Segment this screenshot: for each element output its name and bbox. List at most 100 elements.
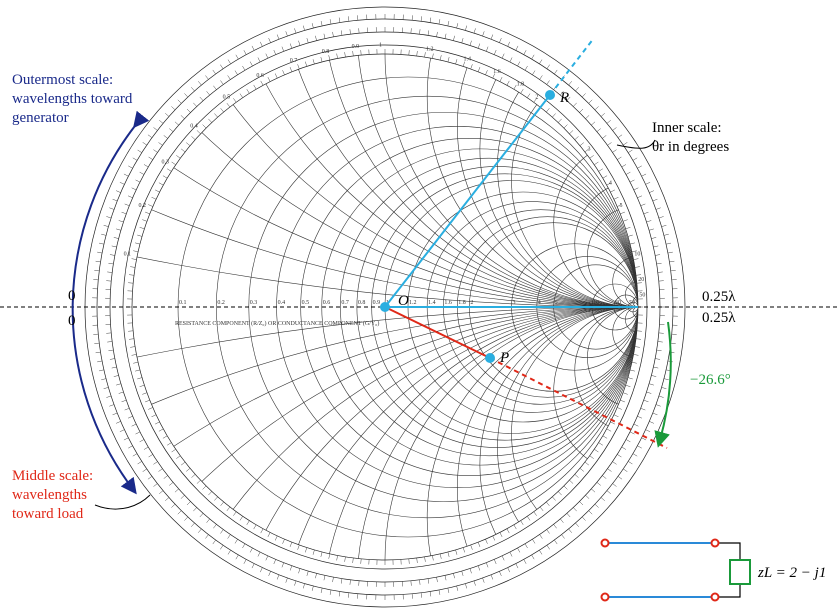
scale-tick	[515, 563, 519, 569]
reactance-arc	[132, 306, 638, 560]
generator-arrow	[71, 110, 150, 495]
scale-tick	[349, 29, 351, 35]
scale-tick	[139, 227, 145, 230]
scale-tick	[131, 258, 137, 260]
scale-tick	[524, 65, 528, 71]
scale-tick	[585, 115, 590, 119]
scale-tick	[455, 549, 458, 555]
reactance-arc	[456, 54, 638, 308]
scale-tick	[625, 171, 631, 175]
scale-tick	[109, 207, 115, 210]
scale-tick	[493, 559, 497, 565]
scale-tick	[148, 407, 153, 410]
scale-tick	[558, 491, 562, 496]
scale-tick	[507, 41, 510, 47]
scale-tick	[143, 164, 149, 168]
scale-tick	[661, 387, 667, 389]
scale-tick	[167, 442, 172, 446]
scale-tick	[617, 407, 622, 410]
resistance-label: 2	[470, 300, 473, 306]
scale-tick	[332, 577, 334, 583]
scale-tick	[427, 30, 430, 36]
scale-tick	[282, 70, 285, 75]
resistance-circle	[300, 138, 638, 476]
label-left-top: 0	[68, 288, 76, 304]
scale-tick	[123, 437, 129, 441]
scale-tick	[142, 219, 148, 222]
scale-tick	[227, 59, 231, 64]
scale-tick	[420, 592, 422, 598]
scale-tick	[143, 446, 149, 450]
scale-tick	[285, 577, 288, 583]
scale-tick	[625, 227, 631, 230]
scale-tick	[145, 399, 150, 403]
scale-tick	[106, 395, 112, 398]
scale-tick	[546, 80, 550, 85]
scale-tick	[600, 113, 605, 117]
scale-tick	[492, 73, 496, 79]
scale-tick	[128, 445, 133, 449]
scale-tick	[180, 461, 186, 466]
scale-tick	[315, 573, 317, 579]
scale-tick	[137, 461, 142, 465]
reactance-label: 0.4	[190, 123, 198, 129]
scale-tick	[260, 567, 263, 573]
scale-tick	[486, 46, 489, 52]
label-angle: −26.6°	[690, 372, 731, 388]
scale-tick	[242, 65, 246, 71]
axis-caption: RESISTANCE COMPONENT (R/Z₀) OR CONDUCTAN…	[175, 320, 379, 327]
scale-tick	[320, 588, 323, 593]
scale-tick	[213, 85, 217, 90]
scale-tick	[420, 16, 422, 22]
scale-tick	[477, 542, 481, 547]
scale-tick	[622, 219, 628, 222]
scale-tick	[436, 31, 438, 37]
scale-tick	[148, 454, 153, 458]
scale-tick	[477, 67, 481, 72]
scale-tick	[566, 96, 571, 101]
scale-tick	[499, 37, 502, 43]
scale-tick	[349, 579, 351, 585]
scale-tick	[637, 415, 643, 419]
scale-tick	[115, 190, 121, 193]
scale-tick	[155, 421, 160, 425]
scale-tick	[633, 423, 639, 427]
reactance-arc	[632, 296, 638, 308]
scale-tick	[477, 565, 481, 571]
scale-tick	[634, 266, 640, 268]
scale-tick	[101, 378, 107, 381]
scale-tick	[112, 412, 118, 416]
scale-tick	[94, 270, 100, 272]
scale-tick	[606, 490, 611, 494]
scale-tick	[176, 155, 181, 159]
scale-tick	[596, 482, 601, 486]
scale-tick	[220, 80, 224, 85]
scale-tick	[328, 55, 331, 61]
scale-tick	[148, 156, 153, 160]
reactance-arc	[612, 306, 638, 358]
scale-tick	[303, 583, 305, 589]
scale-tick	[328, 553, 331, 559]
scale-tick	[637, 165, 642, 169]
scale-tick	[303, 25, 305, 31]
scale-tick	[633, 258, 639, 260]
scale-tick	[553, 524, 557, 529]
scale-tick	[531, 554, 535, 560]
scale-tick	[239, 93, 243, 98]
resistance-label: 0.3	[250, 300, 258, 306]
scale-tick	[127, 415, 133, 419]
scale-tick	[649, 421, 655, 424]
scale-tick	[147, 134, 153, 138]
scale-tick	[267, 532, 271, 537]
scale-tick	[617, 156, 622, 160]
scale-tick	[563, 124, 568, 129]
scale-tick	[118, 220, 124, 223]
scale-tick	[568, 528, 572, 533]
reactance-arc	[511, 54, 638, 308]
scale-tick	[220, 545, 224, 550]
scale-tick	[661, 225, 667, 227]
note-line: Middle scale:	[12, 468, 93, 484]
scale-tick	[306, 571, 309, 576]
scale-tick	[233, 98, 237, 103]
reactance-arc	[479, 306, 638, 560]
